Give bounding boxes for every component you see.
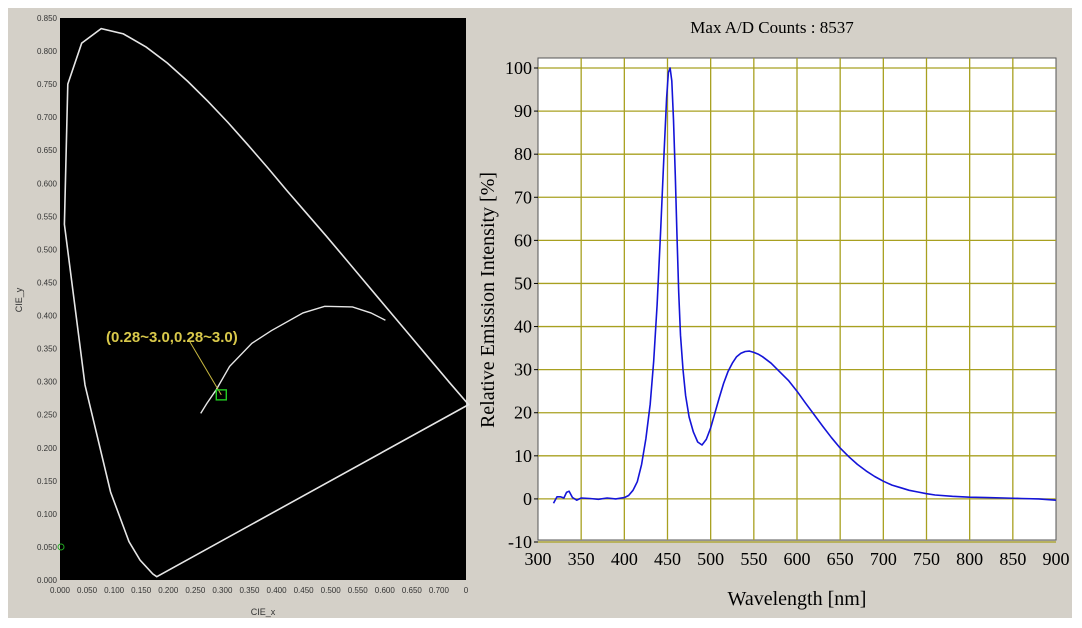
- x-tick-label: 450: [654, 549, 681, 569]
- spectrum-chart: 300 350 400 450 500 550 600 650 700 750 800 850 900 …: [477, 57, 1070, 610]
- cie-y-tick-label: 0.500: [37, 245, 58, 254]
- cie-y-tick-label: 0.250: [37, 411, 58, 420]
- y-tick-label: 50: [514, 273, 532, 293]
- y-tick-label: 80: [514, 144, 532, 164]
- cie-x-tick-label: 0.450: [294, 586, 315, 595]
- cie-x-tick-label: 0.700: [429, 586, 450, 595]
- spectrum-x-ticks: 300 350 400 450 500 550 600 650 700 750 800 850 900: [525, 549, 1070, 569]
- edge-marker: [57, 543, 65, 551]
- cie-x-tick-label: 0.100: [104, 586, 125, 595]
- cie-y-tick-label: 0.550: [37, 212, 58, 221]
- x-tick-label: 350: [568, 549, 595, 569]
- spectrum-y-axis-label: Relative Emission Intensity [%]: [477, 172, 499, 428]
- cie-y-tick-label: 0.750: [37, 80, 58, 89]
- x-tick-label: 900: [1043, 549, 1070, 569]
- chart-title: Max A/D Counts : 8537: [690, 18, 854, 37]
- cie-y-tick-label: 0.450: [37, 278, 58, 287]
- spectrum-grid: [538, 58, 1056, 543]
- cie-x-tick-label: 0.350: [239, 586, 260, 595]
- cie-x-tick-label: 0.650: [402, 586, 423, 595]
- x-tick-label: 550: [740, 549, 767, 569]
- cie-y-ticks: 0.000 0.050 0.100 0.150 0.200 0.250 0.300 0.350…: [37, 14, 58, 585]
- cie-y-tick-label: 0.600: [37, 179, 58, 188]
- cie-y-tick-label: 0.000: [37, 576, 58, 585]
- spectrum-y-ticks: -10 0 10 20 30 40 50 60 70 80 90 100: [505, 58, 538, 552]
- cie-x-tick-label: 0.000: [50, 586, 71, 595]
- cie-y-tick-label: 0.300: [37, 378, 58, 387]
- x-tick-label: 400: [611, 549, 638, 569]
- x-tick-label: 700: [870, 549, 897, 569]
- spectrum-series-line: [552, 67, 1057, 504]
- y-tick-label: -10: [508, 532, 532, 552]
- y-tick-label: 10: [514, 446, 532, 466]
- cie-y-tick-label: 0.400: [37, 312, 58, 321]
- x-tick-label: 850: [999, 549, 1026, 569]
- cie-x-tick-label: 0.550: [348, 586, 369, 595]
- chromaticity-marker: [215, 389, 227, 401]
- planckian-locus-curve: [200, 305, 386, 414]
- cie-y-axis-label: CIE_y: [14, 287, 24, 312]
- y-tick-label: 0: [523, 489, 532, 509]
- spectrum-x-axis-label: Wavelength [nm]: [728, 588, 867, 610]
- cie-chart: 0.000 0.050 0.100 0.150 0.200 0.250 0.300 0.350…: [14, 14, 470, 617]
- cie-x-tick-label: 0.600: [375, 586, 396, 595]
- cie-panel: 0.000 0.050 0.100 0.150 0.200 0.250 0.300 0.350…: [8, 8, 472, 618]
- y-tick-label: 70: [514, 187, 532, 207]
- y-tick-label: 100: [505, 58, 532, 78]
- y-tick-label: 30: [514, 360, 532, 380]
- y-tick-label: 90: [514, 101, 532, 121]
- x-tick-label: 650: [827, 549, 854, 569]
- cie-y-tick-label: 0.100: [37, 510, 58, 519]
- cie-x-tick-label: 0.150: [131, 586, 152, 595]
- x-tick-label: 500: [697, 549, 724, 569]
- cie-x-tick-label: 0.200: [158, 586, 179, 595]
- cie-x-tick-label: 0: [464, 586, 469, 595]
- spectral-locus-curve: [63, 27, 470, 578]
- x-tick-label: 600: [784, 549, 811, 569]
- cie-plot-area: [60, 18, 466, 580]
- cie-y-tick-label: 0.200: [37, 444, 58, 453]
- y-tick-label: 20: [514, 403, 532, 423]
- x-tick-label: 800: [956, 549, 983, 569]
- cie-x-axis-label: CIE_x: [251, 607, 276, 617]
- cie-x-tick-label: 0.300: [212, 586, 233, 595]
- cie-x-ticks: 0.000 0.050 0.100 0.150 0.200 0.250 0.300 0.350…: [50, 586, 469, 595]
- cie-y-tick-label: 0.350: [37, 345, 58, 354]
- annotation-leader-line: [189, 341, 222, 396]
- x-tick-label: 750: [913, 549, 940, 569]
- cie-y-tick-label: 0.850: [37, 14, 58, 23]
- cie-x-tick-label: 0.500: [321, 586, 342, 595]
- y-tick-label: 40: [514, 317, 532, 337]
- cie-x-tick-label: 0.400: [267, 586, 288, 595]
- spectrum-panel: Max A/D Counts : 8537 300 350 400 450 500 550…: [472, 8, 1072, 618]
- cie-annotation: (0.28~3.0,0.28~3.0): [106, 329, 238, 346]
- cie-curves: [57, 27, 470, 578]
- cie-y-tick-label: 0.800: [37, 47, 58, 56]
- x-tick-label: 300: [525, 549, 552, 569]
- cie-y-tick-label: 0.700: [37, 113, 58, 122]
- y-tick-label: 60: [514, 230, 532, 250]
- cie-y-tick-label: 0.050: [37, 543, 58, 552]
- cie-y-tick-label: 0.150: [37, 477, 58, 486]
- cie-y-tick-label: 0.650: [37, 146, 58, 155]
- cie-x-tick-label: 0.250: [185, 586, 206, 595]
- cie-x-tick-label: 0.050: [77, 586, 98, 595]
